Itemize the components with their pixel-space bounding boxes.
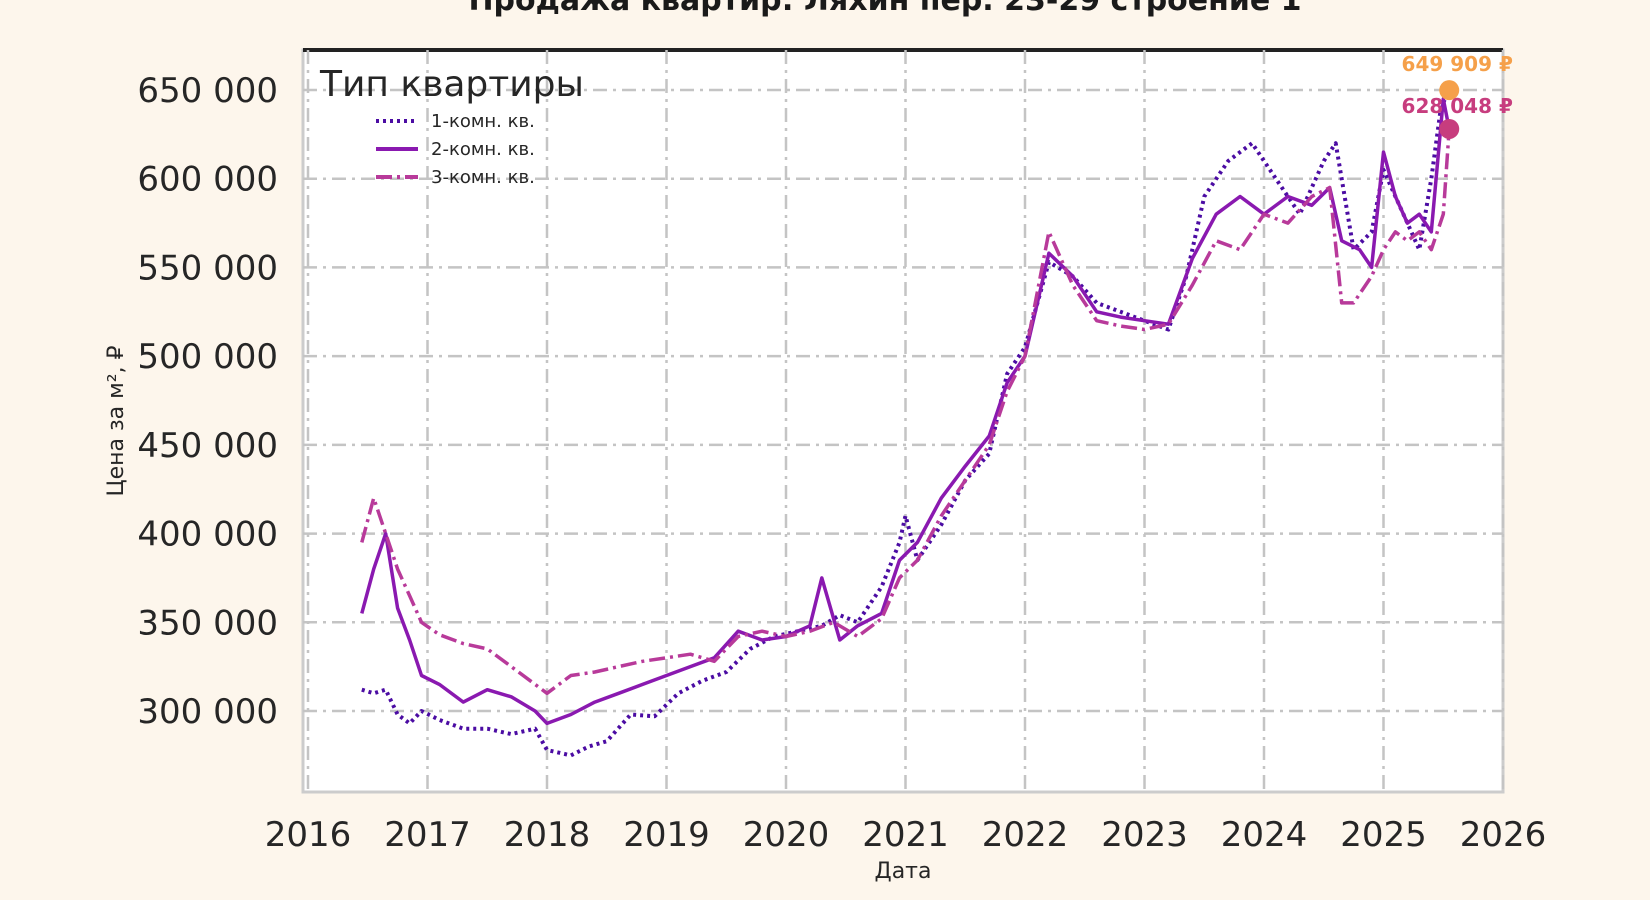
- x-tick-label: 2024: [1221, 815, 1308, 855]
- x-tick-label: 2016: [265, 815, 352, 855]
- y-tick-labels: 300 000 350 000 400 000 450 000 500 000 550 0…: [137, 71, 278, 732]
- legend-label: 1-комн. кв.: [431, 111, 535, 132]
- y-tick-label: 600 000: [137, 160, 278, 200]
- y-axis-label: Цена за м², ₽: [104, 345, 129, 496]
- legend-label: 2-комн. кв.: [431, 139, 535, 160]
- x-tick-labels: 2016 2017 2018 2019 2020 2021 2022 2023 2024 2025…: [265, 815, 1547, 855]
- legend-label: 3-комн. кв.: [431, 167, 535, 188]
- annotations: 649 909 ₽ 628 048 ₽: [1402, 52, 1513, 139]
- plot-area: [301, 48, 1505, 794]
- legend: Тип квартиры 1-комн. кв. 2-комн. кв. 3-ком…: [319, 64, 584, 188]
- end-point-marker: [1439, 80, 1460, 101]
- series-line-2: [360, 97, 1451, 726]
- x-tick-label: 2019: [623, 815, 710, 855]
- y-tick-label: 350 000: [137, 603, 278, 643]
- x-tick-label: 2023: [1101, 815, 1188, 855]
- y-tick-label: 550 000: [137, 248, 278, 288]
- x-tick-label: 2026: [1460, 815, 1547, 855]
- x-axis-label: Дата: [875, 859, 932, 884]
- chart-title: Продажа квартир: Ляхин пер. 23-29 строен…: [468, 0, 1301, 18]
- series-line-1: [361, 89, 1452, 758]
- series-group: [360, 89, 1452, 758]
- series-line-3: [360, 128, 1451, 696]
- y-tick-label: 400 000: [137, 515, 278, 555]
- legend-title: Тип квартиры: [319, 64, 584, 105]
- y-tick-label: 500 000: [137, 337, 278, 377]
- y-tick-label: 650 000: [137, 71, 278, 111]
- end-point-marker: [1439, 118, 1460, 139]
- y-tick-label: 300 000: [137, 692, 278, 732]
- end-value-label: 649 909 ₽: [1402, 52, 1513, 76]
- end-value-label: 628 048 ₽: [1402, 94, 1513, 118]
- y-tick-label: 450 000: [137, 426, 278, 466]
- x-tick-label: 2022: [982, 815, 1069, 855]
- x-tick-label: 2017: [384, 815, 471, 855]
- x-tick-label: 2021: [862, 815, 949, 855]
- x-tick-label: 2020: [743, 815, 830, 855]
- grid: [303, 50, 1505, 792]
- x-tick-label: 2025: [1340, 815, 1427, 855]
- x-tick-label: 2018: [504, 815, 591, 855]
